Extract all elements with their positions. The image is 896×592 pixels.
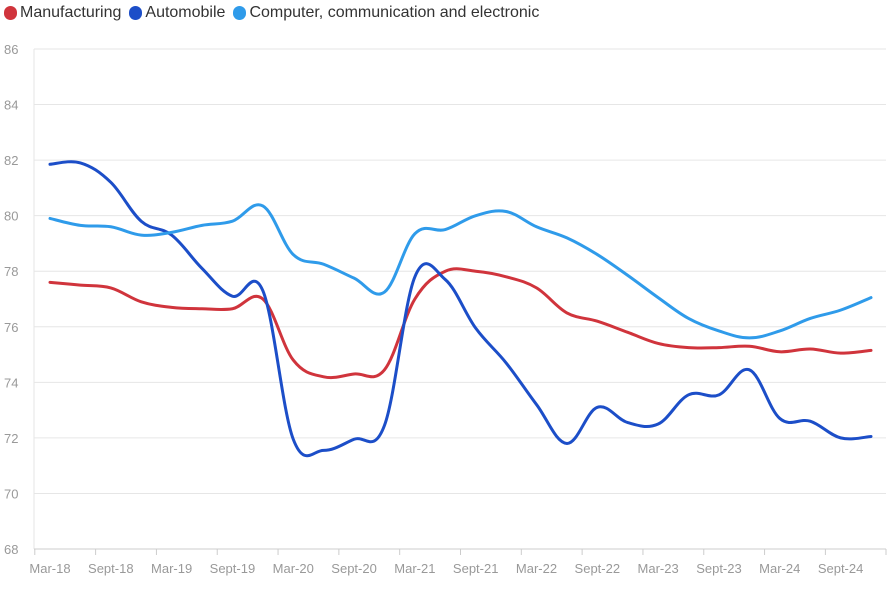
y-tick-label-78: 78: [4, 264, 18, 279]
x-tick-label: Mar-18: [29, 561, 70, 576]
x-tick-label: Sept-24: [818, 561, 864, 576]
legend-label-automobile: Automobile: [145, 4, 226, 21]
y-tick-label-74: 74: [4, 375, 18, 390]
x-tick-label: Mar-19: [151, 561, 192, 576]
legend: Manufacturing Automobile Computer, commu…: [4, 2, 539, 24]
legend-item-computer[interactable]: Computer, communication and electronic: [233, 4, 539, 22]
y-tick-label-70: 70: [4, 486, 18, 501]
legend-swatch-automobile: [129, 6, 143, 20]
legend-item-manufacturing[interactable]: Manufacturing: [4, 4, 121, 22]
x-tick-label: Sept-23: [696, 561, 742, 576]
y-tick-label-84: 84: [4, 98, 18, 113]
y-tick-label-68: 68: [4, 542, 18, 557]
x-tick-label: Sept-21: [453, 561, 499, 576]
x-tick-label: Mar-24: [759, 561, 800, 576]
x-tick-label: Mar-22: [516, 561, 557, 576]
x-tick-label: Sept-18: [88, 561, 134, 576]
series-line-manufacturing: [48, 267, 873, 380]
series-line-computer: [48, 203, 873, 340]
legend-swatch-computer: [233, 6, 247, 20]
y-tick-label-82: 82: [4, 153, 18, 168]
x-tick-label: Mar-23: [638, 561, 679, 576]
x-tick-label: Sept-22: [575, 561, 621, 576]
y-tick-label-76: 76: [4, 320, 18, 335]
y-tick-label-80: 80: [4, 209, 18, 224]
x-tick-label: Sept-19: [210, 561, 256, 576]
x-tick-label: Mar-21: [394, 561, 435, 576]
y-tick-label-72: 72: [4, 431, 18, 446]
legend-swatch-manufacturing: [4, 6, 17, 20]
series-line-automobile: [48, 160, 873, 458]
legend-item-automobile[interactable]: Automobile: [129, 4, 225, 22]
y-tick-label-86: 86: [4, 42, 18, 57]
legend-label-computer: Computer, communication and electronic: [249, 4, 540, 21]
x-tick-label: Mar-20: [273, 561, 314, 576]
legend-label-manufacturing: Manufacturing: [20, 4, 122, 21]
x-tick-label: Sept-20: [331, 561, 377, 576]
